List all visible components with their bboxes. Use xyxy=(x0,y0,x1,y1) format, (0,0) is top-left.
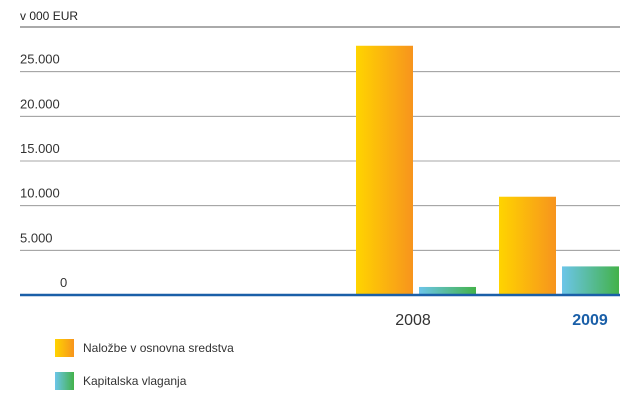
y-tick-label: 15.000 xyxy=(20,141,60,156)
legend-item-nalozbe: Naložbe v osnovna sredstva xyxy=(55,339,234,357)
bar-kapitalska-2009 xyxy=(562,266,619,295)
bar-nalozbe-2009 xyxy=(499,196,556,295)
x-tick-label-2008: 2008 xyxy=(395,312,431,329)
legend-label-nalozbe: Naložbe v osnovna sredstva xyxy=(83,341,234,355)
bar-nalozbe-2008 xyxy=(356,45,413,296)
y-tick-label: 10.000 xyxy=(20,186,60,201)
legend-swatch-nalozbe xyxy=(55,339,74,357)
bar-kapitalska-2008 xyxy=(419,286,476,295)
y-tick-label: 20.000 xyxy=(20,96,60,111)
y-axis-unit-label: v 000 EUR xyxy=(20,9,78,23)
legend-label-kapitalska: Kapitalska vlaganja xyxy=(83,374,187,388)
y-tick-label: 5.000 xyxy=(20,230,53,245)
y-tick-label: 25.000 xyxy=(20,52,60,67)
y-tick-label: 0 xyxy=(60,275,67,290)
legend-item-kapitalska: Kapitalska vlaganja xyxy=(55,372,234,390)
chart-legend: Naložbe v osnovna sredstva Kapitalska vl… xyxy=(55,339,234,405)
legend-swatch-kapitalska xyxy=(55,372,74,390)
bar-chart: v 000 EUR 0 5.000 10.000 15.000 20.000 25.000… xyxy=(20,9,620,329)
x-tick-label-2009: 2009 xyxy=(572,312,608,329)
